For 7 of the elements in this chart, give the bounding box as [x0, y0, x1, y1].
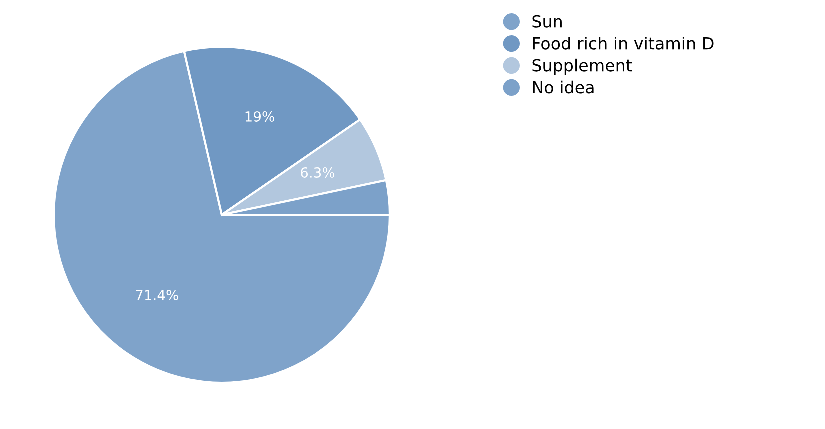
data-label: 19% [246, 111, 274, 122]
legend-label: Supplement [532, 58, 632, 76]
legend-label: Sun [532, 15, 562, 28]
data-label: 71.4% [136, 290, 178, 301]
data-label: 6.3% [301, 167, 335, 178]
legend-label: Food rich in vitamin D [533, 36, 714, 50]
legend-label: No idea [533, 80, 594, 94]
